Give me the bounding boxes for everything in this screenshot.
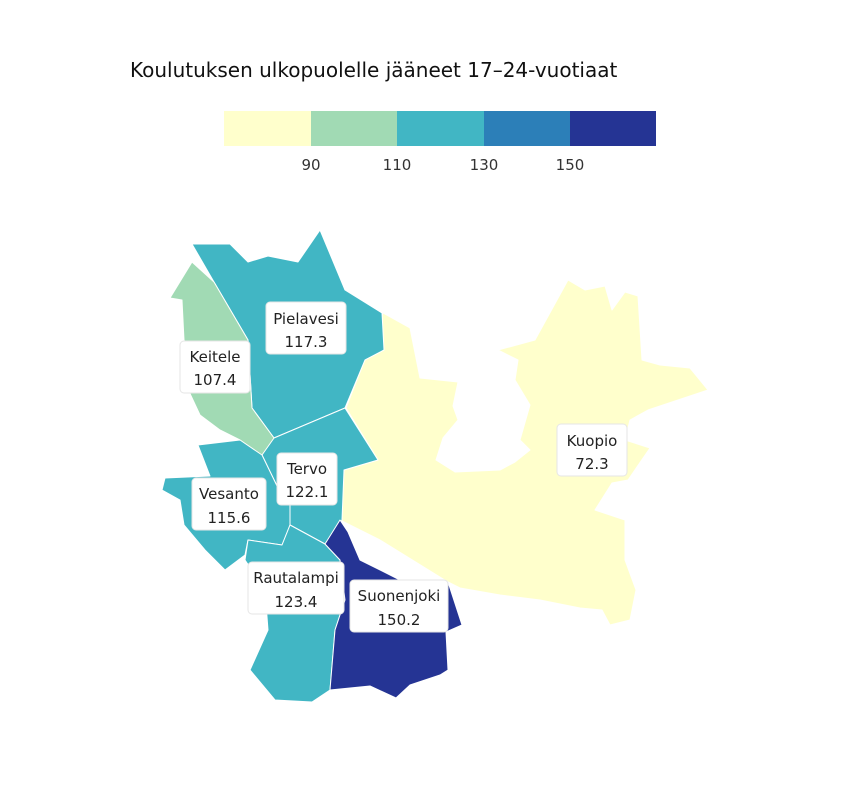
label-tervo: Tervo 122.1 [276, 452, 338, 506]
legend-tick: 130 [470, 156, 499, 174]
label-value: 72.3 [575, 455, 608, 473]
legend-tick: 150 [556, 156, 585, 174]
legend-bin-2 [311, 111, 397, 146]
map-title: Koulutuksen ulkopuolelle jääneet 17–24-v… [130, 58, 617, 82]
label-box [247, 561, 345, 615]
color-legend: 90 110 130 150 [224, 111, 656, 174]
label-name: Suonenjoki [358, 587, 441, 605]
label-vesanto: Vesanto 115.6 [191, 477, 267, 531]
label-value: 150.2 [378, 611, 421, 629]
label-box [276, 452, 338, 506]
label-value: 123.4 [275, 593, 318, 611]
label-keitele: Keitele 107.4 [179, 340, 251, 394]
label-suonenjoki: Suonenjoki 150.2 [349, 579, 449, 633]
legend-tick: 90 [301, 156, 320, 174]
label-box [191, 477, 267, 531]
legend-bin-3 [397, 111, 484, 146]
legend-bin-5 [570, 111, 656, 146]
label-name: Kuopio [567, 432, 618, 450]
label-value: 115.6 [208, 509, 251, 527]
label-pielavesi: Pielavesi 117.3 [265, 301, 347, 355]
label-value: 107.4 [194, 371, 237, 389]
region-labels: Pielavesi 117.3 Keitele 107.4 Tervo 122.… [179, 301, 628, 633]
label-kuopio: Kuopio 72.3 [556, 423, 628, 477]
legend-bin-4 [484, 111, 570, 146]
region-kuopio[interactable] [339, 279, 709, 626]
legend-bin-1 [224, 111, 311, 146]
legend-tick: 110 [383, 156, 412, 174]
label-name: Vesanto [199, 485, 259, 503]
label-box [556, 423, 628, 477]
label-box [265, 301, 347, 355]
label-box [349, 579, 449, 633]
label-box [179, 340, 251, 394]
label-value: 117.3 [285, 333, 328, 351]
label-value: 122.1 [286, 483, 329, 501]
label-rautalampi: Rautalampi 123.4 [247, 561, 345, 615]
label-name: Rautalampi [253, 569, 339, 587]
label-name: Keitele [190, 348, 241, 366]
label-name: Pielavesi [273, 310, 339, 328]
label-name: Tervo [286, 460, 327, 478]
